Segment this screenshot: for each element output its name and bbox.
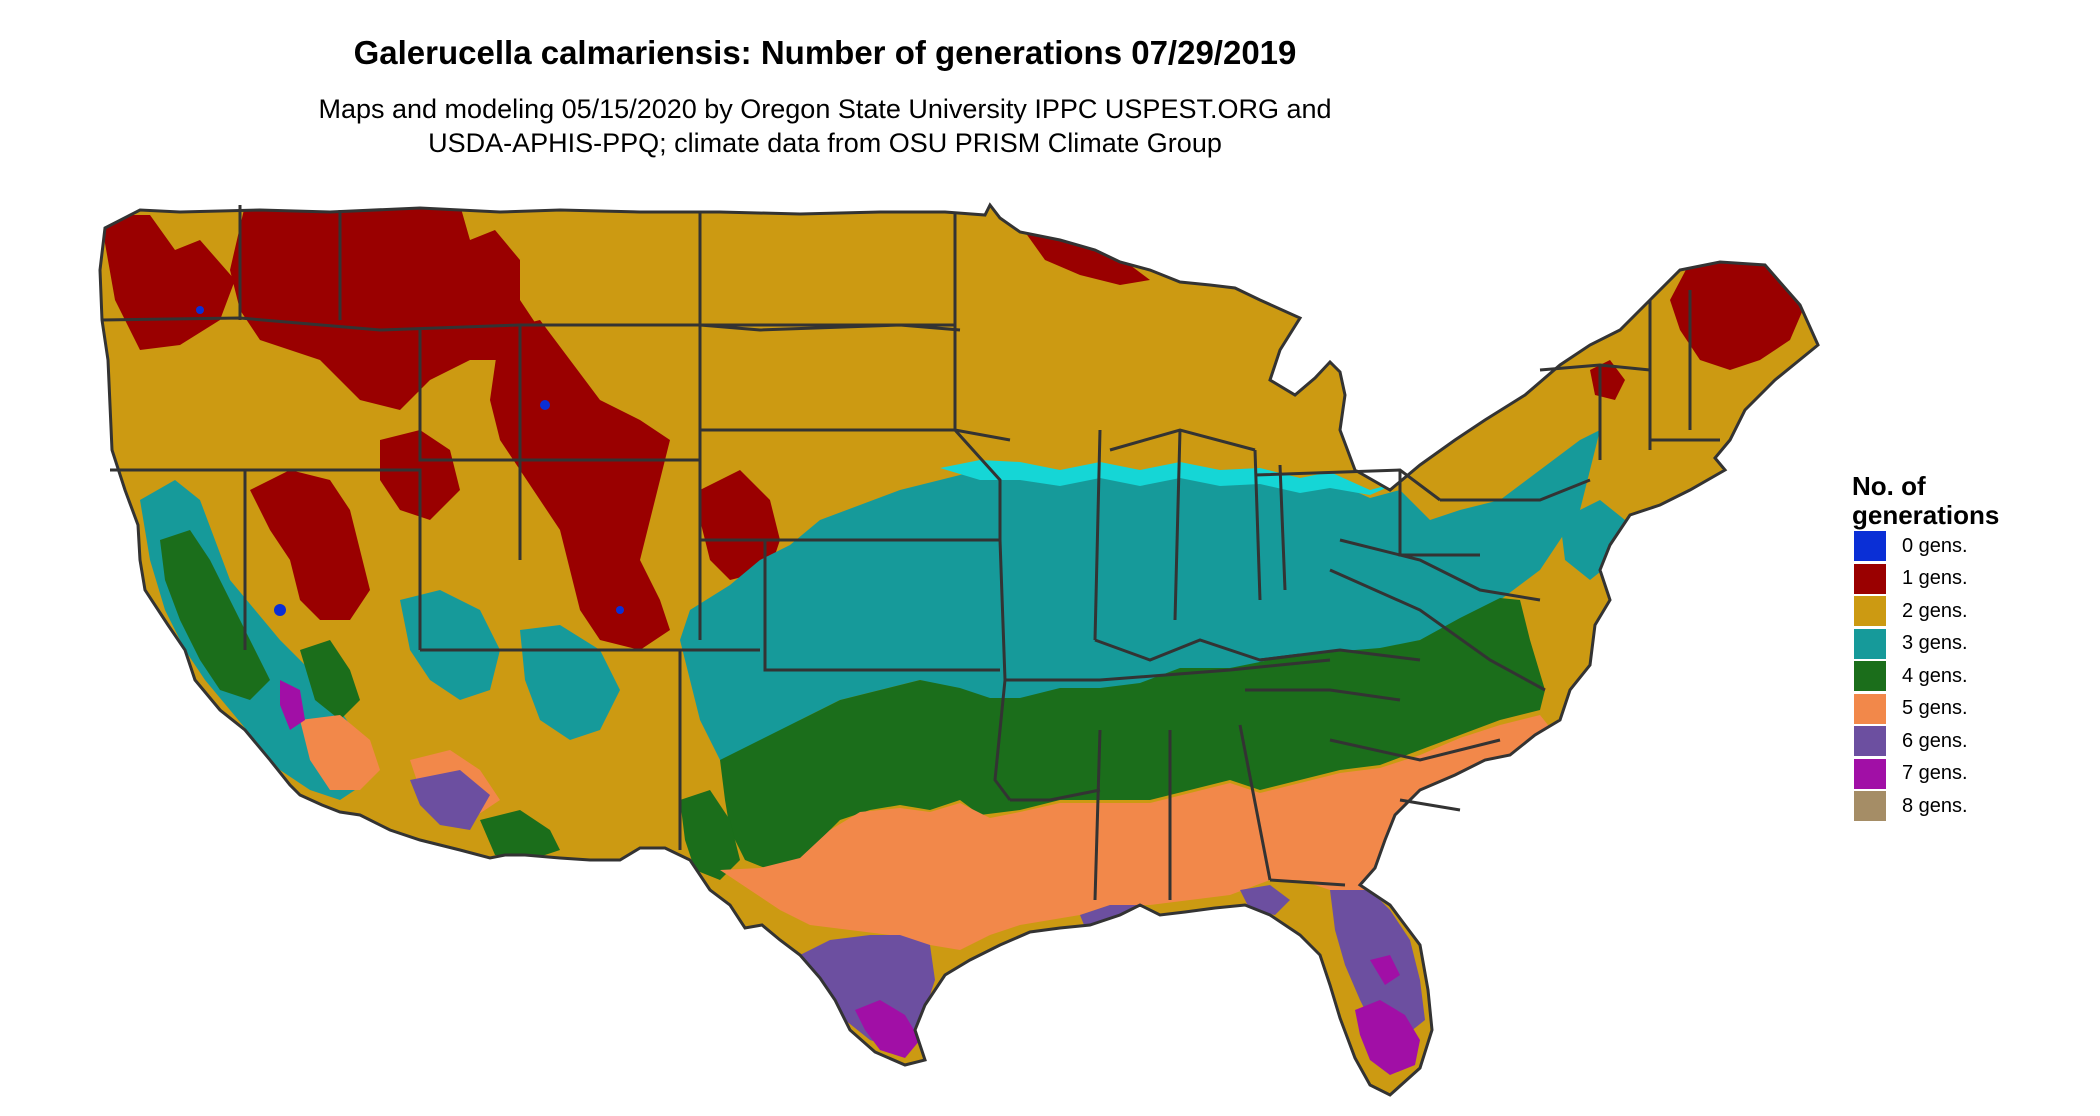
legend-swatch xyxy=(1854,758,1886,789)
legend-swatch xyxy=(1854,661,1886,692)
legend-swatch xyxy=(1854,531,1886,562)
legend-label: 8 gens. xyxy=(1902,794,1968,817)
legend-label: 0 gens. xyxy=(1902,534,1968,557)
legend-label: 4 gens. xyxy=(1902,664,1968,687)
legend-item-0: 0 gens. xyxy=(1854,530,2082,563)
generation-zones xyxy=(100,205,1818,1095)
state-borders xyxy=(98,203,1820,1097)
legend-title-line2: generations xyxy=(1852,500,2000,530)
us-generations-map xyxy=(95,195,1825,1115)
legend-label: 5 gens. xyxy=(1902,697,1968,720)
legend-item-2: 2 gens. xyxy=(1854,595,2082,628)
legend-label: 6 gens. xyxy=(1902,729,1968,752)
legend-swatch xyxy=(1854,628,1886,659)
legend-swatch xyxy=(1854,726,1886,757)
legend-swatch xyxy=(1854,596,1886,627)
legend-swatch xyxy=(1854,693,1886,724)
legend-item-3: 3 gens. xyxy=(1854,628,2082,661)
legend: No. of generations 0 gens. 1 gens. 2 gen… xyxy=(1852,472,2082,823)
map-canvas xyxy=(98,203,1820,1097)
legend-item-4: 4 gens. xyxy=(1854,660,2082,693)
legend-title-line1: No. of xyxy=(1852,471,1926,501)
legend-swatch xyxy=(1854,791,1886,822)
map-title: Galerucella calmariensis: Number of gene… xyxy=(353,34,1297,71)
map-subtitle-line2: USDA-APHIS-PPQ; climate data from OSU PR… xyxy=(428,128,1222,158)
legend-item-8: 8 gens. xyxy=(1854,790,2082,823)
legend-label: 1 gens. xyxy=(1902,567,1968,590)
legend-label: 2 gens. xyxy=(1902,599,1968,622)
legend-item-6: 6 gens. xyxy=(1854,725,2082,758)
legend-item-1: 1 gens. xyxy=(1854,563,2082,596)
legend-swatch xyxy=(1854,563,1886,594)
legend-label: 7 gens. xyxy=(1902,762,1968,785)
map-subtitle-line1: Maps and modeling 05/15/2020 by Oregon S… xyxy=(318,94,1332,124)
legend-label: 3 gens. xyxy=(1902,632,1968,655)
legend-item-5: 5 gens. xyxy=(1854,693,2082,726)
legend-item-7: 7 gens. xyxy=(1854,758,2082,791)
